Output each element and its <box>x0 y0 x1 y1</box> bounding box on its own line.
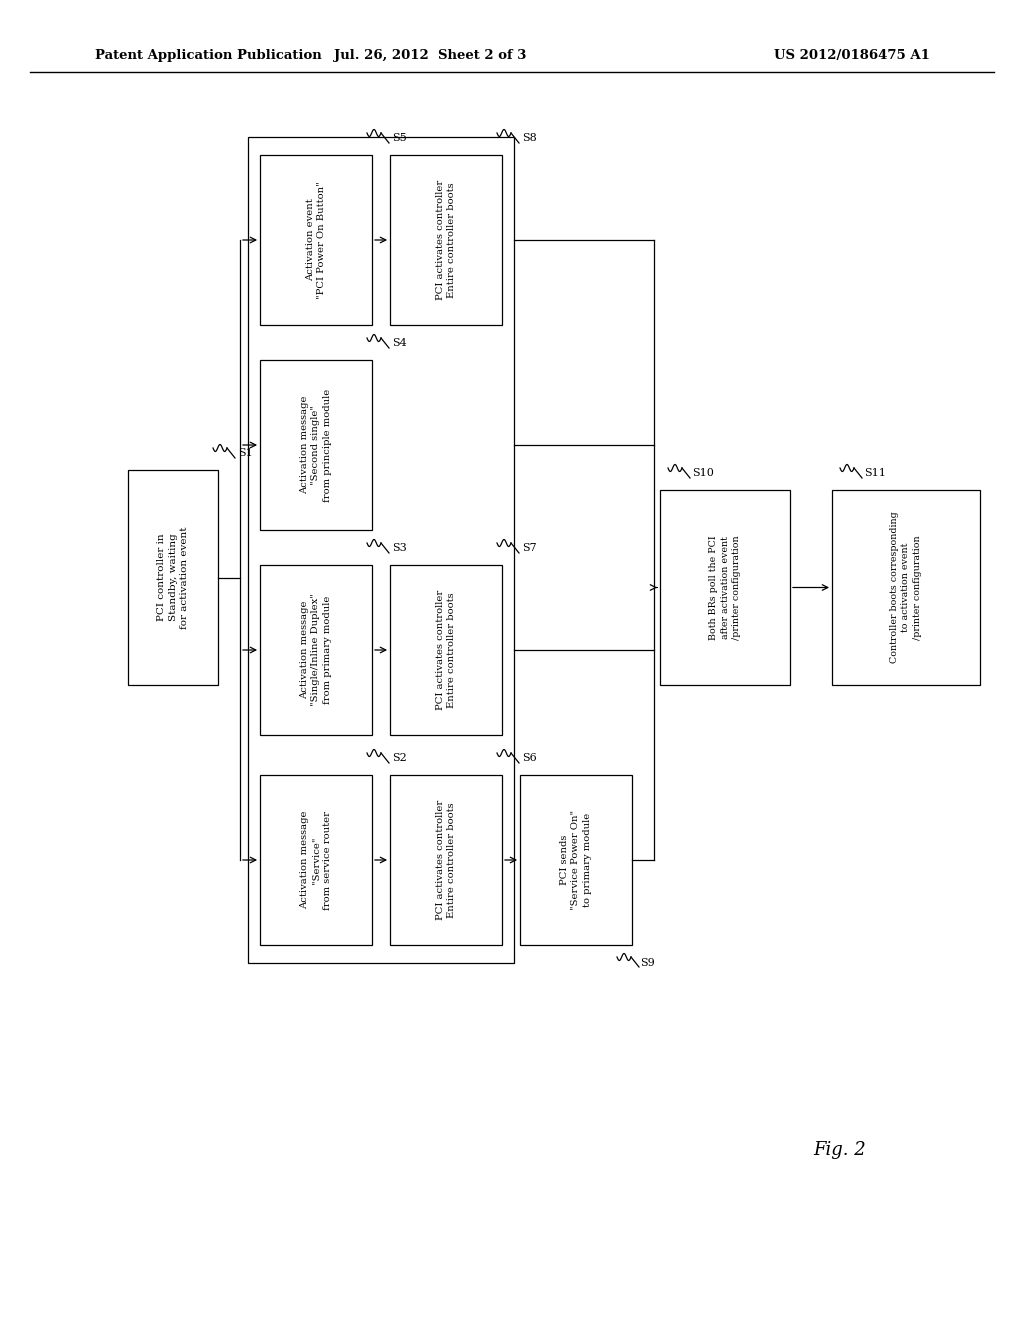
Text: US 2012/0186475 A1: US 2012/0186475 A1 <box>774 49 930 62</box>
Bar <box>260 360 372 531</box>
Text: PCI activates controller
Entire controller boots: PCI activates controller Entire controll… <box>436 590 456 710</box>
Text: S9: S9 <box>640 958 654 968</box>
Text: Patent Application Publication: Patent Application Publication <box>95 49 322 62</box>
Text: Jul. 26, 2012  Sheet 2 of 3: Jul. 26, 2012 Sheet 2 of 3 <box>334 49 526 62</box>
Text: PCI controller in
Standby, waiting
for activation event: PCI controller in Standby, waiting for a… <box>158 527 188 628</box>
Text: S5: S5 <box>392 133 407 143</box>
Bar <box>260 775 372 945</box>
Bar <box>390 775 502 945</box>
Text: Activation message
"Second single"
from principle module: Activation message "Second single" from … <box>300 388 332 502</box>
Text: PCI activates controller
Entire controller boots: PCI activates controller Entire controll… <box>436 800 456 920</box>
Bar <box>390 154 502 325</box>
Text: S6: S6 <box>522 752 537 763</box>
Text: Activation message
"Single/Inline Duplex"
from primary module: Activation message "Single/Inline Duplex… <box>300 594 332 706</box>
Text: PCI sends
"Service Power On"
to primary module: PCI sends "Service Power On" to primary … <box>560 810 592 909</box>
Text: S4: S4 <box>392 338 407 348</box>
Bar <box>248 137 514 964</box>
Bar <box>260 565 372 735</box>
Text: S7: S7 <box>522 543 537 553</box>
Bar <box>390 565 502 735</box>
Text: PCI activates controller
Entire controller boots: PCI activates controller Entire controll… <box>436 180 456 300</box>
Text: Fig. 2: Fig. 2 <box>814 1140 866 1159</box>
Bar <box>520 775 632 945</box>
Text: Activation event
"PCI Power On Button": Activation event "PCI Power On Button" <box>306 181 326 298</box>
Text: Controller boots corresponding
to activation event
/printer configuration: Controller boots corresponding to activa… <box>891 512 922 664</box>
Bar <box>260 154 372 325</box>
Text: S1: S1 <box>238 447 253 458</box>
Text: S8: S8 <box>522 133 537 143</box>
Text: S2: S2 <box>392 752 407 763</box>
Bar <box>660 490 790 685</box>
Bar <box>831 490 980 685</box>
Text: Activation message
"Service"
from service router: Activation message "Service" from servic… <box>300 810 332 909</box>
Text: S11: S11 <box>864 469 886 478</box>
Bar <box>128 470 218 685</box>
Text: Both BRs poll the PCI
after activation event
/printer configuration: Both BRs poll the PCI after activation e… <box>710 535 740 640</box>
Text: S10: S10 <box>692 469 714 478</box>
Text: S3: S3 <box>392 543 407 553</box>
